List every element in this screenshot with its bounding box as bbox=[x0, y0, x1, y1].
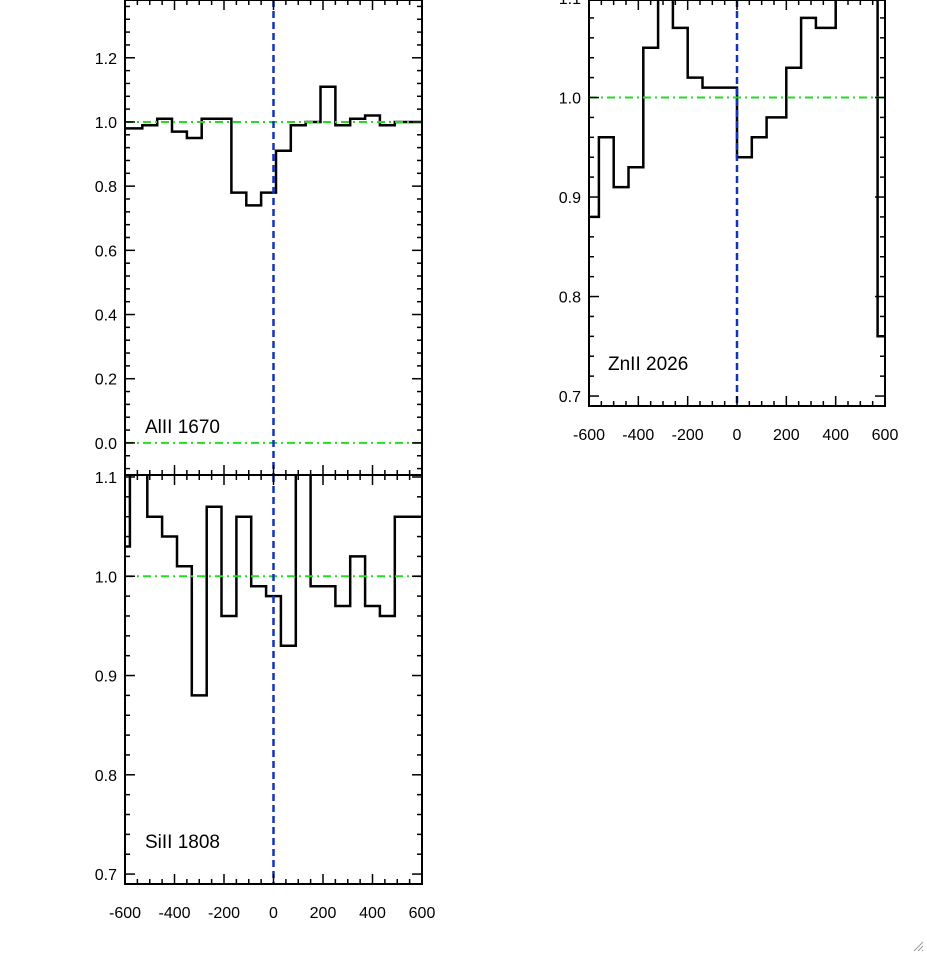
y-tick-label: 0.6 bbox=[95, 243, 117, 260]
ion-line-label: AlII 1670 bbox=[145, 417, 220, 438]
x-tick-label: -400 bbox=[158, 905, 190, 922]
x-tick-label: 0 bbox=[269, 905, 278, 922]
ion-line-label: SiII 1808 bbox=[145, 832, 220, 853]
panel-alii-1670: 0.0 0.2 0.4 0.6 0.8 1.0 1.2 AlII 1670 bbox=[95, 0, 423, 476]
x-tick-label: -600 bbox=[573, 427, 605, 444]
ion-line-label: ZnII 2026 bbox=[608, 354, 688, 375]
x-tick-label: -600 bbox=[109, 905, 141, 922]
x-tick-label: -400 bbox=[622, 427, 654, 444]
y-tick-label: 0.0 bbox=[95, 436, 117, 453]
y-tick-label: 0.2 bbox=[95, 372, 117, 389]
x-tick-label: 600 bbox=[872, 427, 899, 444]
flux-step-line bbox=[125, 85, 422, 207]
x-tick-label: 600 bbox=[409, 905, 436, 922]
y-tick-label: 0.8 bbox=[95, 179, 117, 196]
y-tick-label: 1.0 bbox=[559, 91, 581, 108]
x-tick-label: 200 bbox=[773, 427, 800, 444]
y-tick-label: 1.2 bbox=[95, 51, 117, 68]
x-tick-label: 400 bbox=[822, 427, 849, 444]
y-tick-label: 0.8 bbox=[559, 290, 581, 307]
y-tick-label: 0.7 bbox=[95, 867, 117, 884]
panel-znii-2026: 0.7 0.8 0.9 1.0 1.1 -600 -400 -200 0 200 400 600 ZnI… bbox=[559, 0, 899, 444]
flux-step-line bbox=[125, 475, 422, 697]
y-tick-label: 1.1 bbox=[95, 470, 117, 487]
x-tick-label: -200 bbox=[672, 427, 704, 444]
x-tick-label: 200 bbox=[310, 905, 337, 922]
y-tick-label: 0.7 bbox=[559, 389, 581, 406]
x-tick-label: -200 bbox=[208, 905, 240, 922]
y-tick-label: 0.8 bbox=[95, 768, 117, 785]
y-tick-label: 1.0 bbox=[95, 115, 117, 132]
y-tick-label: 1.0 bbox=[95, 569, 117, 586]
flux-step-line bbox=[589, 0, 885, 338]
resize-grip-icon[interactable] bbox=[912, 940, 924, 952]
x-tick-label: 0 bbox=[733, 427, 742, 444]
y-tick-label: 1.1 bbox=[559, 0, 581, 8]
y-tick-label: 0.9 bbox=[559, 190, 581, 207]
y-tick-label: 0.4 bbox=[95, 308, 117, 325]
x-tick-label: 400 bbox=[359, 905, 386, 922]
panel-siii-1808: 0.7 0.8 0.9 1.0 1.1 -600 -400 -200 0 200 400 600 SiI… bbox=[95, 470, 436, 922]
y-tick-label: 0.9 bbox=[95, 669, 117, 686]
